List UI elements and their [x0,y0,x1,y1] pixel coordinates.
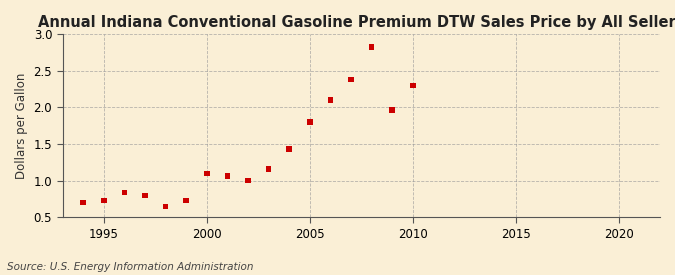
Point [346,77,356,82]
Point [99,198,109,203]
Title: Annual Indiana Conventional Gasoline Premium DTW Sales Price by All Sellers: Annual Indiana Conventional Gasoline Pre… [38,15,675,30]
Point [408,83,418,87]
Point [222,174,233,178]
Point [160,204,171,208]
Point [140,193,151,197]
Point [387,108,398,112]
Point [367,45,377,49]
Point [263,167,274,171]
Point [304,120,315,124]
Point [78,200,88,205]
Point [119,190,130,195]
Text: Source: U.S. Energy Information Administration: Source: U.S. Energy Information Administ… [7,262,253,272]
Point [284,147,294,151]
Point [181,198,192,203]
Y-axis label: Dollars per Gallon: Dollars per Gallon [15,72,28,179]
Point [242,178,253,183]
Point [201,171,212,175]
Point [325,98,335,102]
